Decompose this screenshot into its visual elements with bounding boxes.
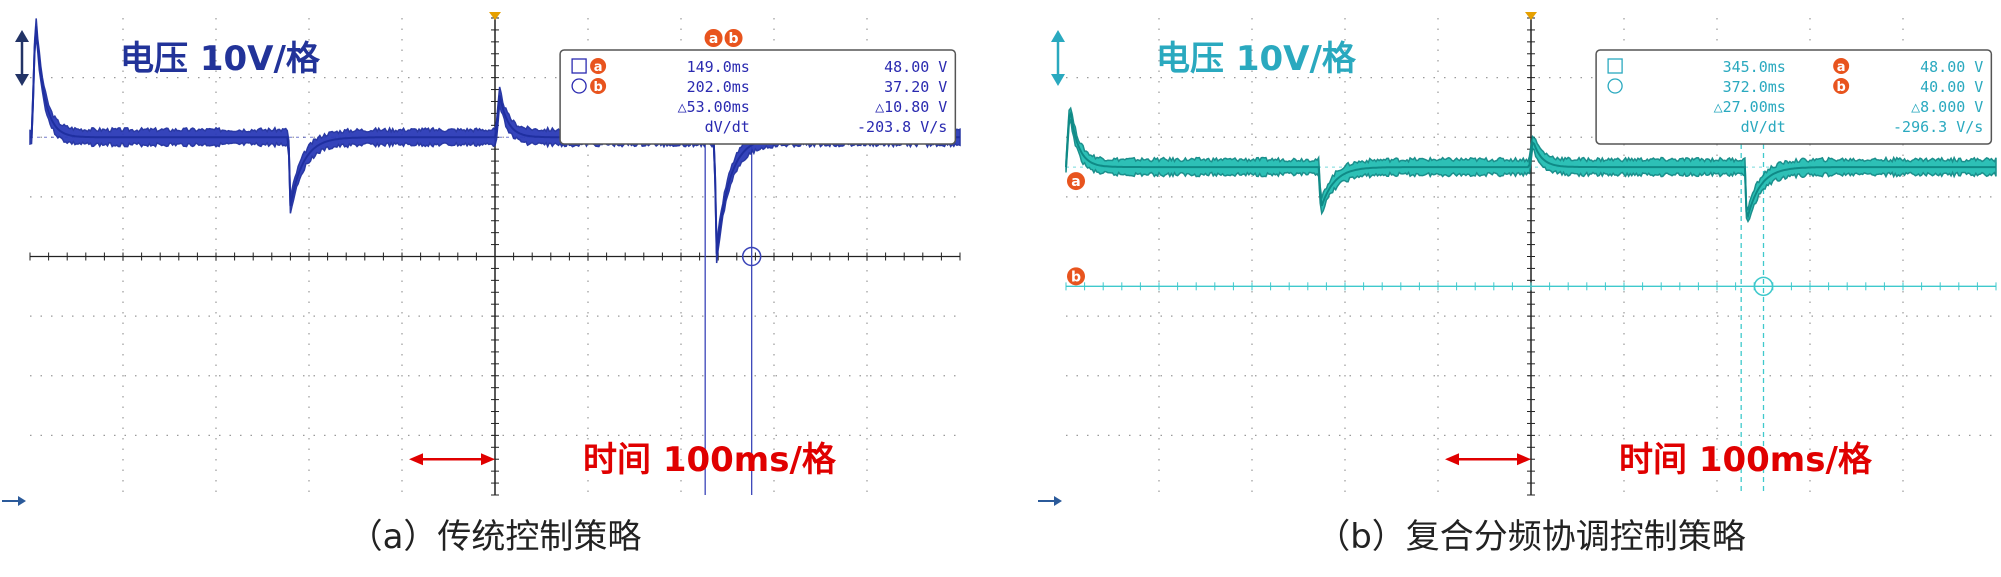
voltage-waveform-line [1065, 110, 1996, 220]
volt-scale-label: 电压 10V/格 [1156, 39, 1357, 79]
time-scale-label: 时间 100ms/格 [1619, 440, 1873, 480]
readout-badge-a [590, 58, 607, 74]
readout-time-2: △27.00ms [1714, 98, 1786, 116]
readout-value-3: -203.8 V/s [857, 118, 947, 136]
readout-badge-letter: a [594, 60, 603, 75]
arrow-up-icon [15, 30, 29, 42]
readout-badge-a [1833, 58, 1850, 74]
marker-b-badge [724, 29, 743, 47]
cursor-b-circle-icon [571, 78, 587, 94]
arrow-right-icon [1517, 453, 1531, 466]
readout-value-2: △10.80 V [875, 98, 947, 116]
trigger-marker-icon [1525, 12, 1537, 20]
cursor-b-circle-icon [1607, 78, 1623, 94]
marker-b-badge-letter: b [729, 31, 739, 47]
readout-value-1: 37.20 V [884, 78, 947, 96]
trigger-marker-icon [489, 12, 501, 20]
voltage-waveform-band [1065, 106, 1997, 223]
readout-value-2: △8.000 V [1911, 98, 1983, 116]
arrow-left-icon [409, 453, 423, 466]
readout-value-0: 48.00 V [884, 58, 947, 76]
marker-a-badge-letter: a [1071, 174, 1080, 190]
marker-b-badge-letter: b [1071, 269, 1081, 285]
voltage-waveform-band [29, 18, 961, 264]
panel-caption: （a）传统控制策略 [349, 517, 642, 557]
readout-time-1: 372.0ms [1723, 78, 1786, 96]
time-scale-label: 时间 100ms/格 [583, 440, 837, 480]
cursor-readout-box: 345.0ms 48.00 V 372.0ms 40.00 V △27.00ms △8.0… [1595, 49, 1993, 145]
readout-badge-b [1833, 78, 1850, 94]
arrow-left-icon [1445, 453, 1459, 466]
readout-time-3: dV/dt [705, 118, 750, 136]
arrow-up-icon [1051, 30, 1065, 42]
readout-badge-letter: b [1836, 80, 1845, 95]
readout-value-0: 48.00 V [1920, 58, 1983, 76]
marker-a-badge [1067, 172, 1085, 191]
ground-arrow-head-icon [1054, 496, 1062, 506]
readout-frame [559, 49, 957, 145]
cursor-readout-box: 149.0ms 48.00 V 202.0ms 37.20 V △53.00ms △10.… [559, 49, 957, 145]
readout-badge-letter: b [593, 80, 602, 95]
ground-arrow-head-icon [18, 496, 26, 506]
arrow-down-icon [15, 74, 29, 86]
cursor-crosshair [1753, 276, 1774, 297]
readout-time-2: △53.00ms [678, 98, 750, 116]
cursor-a-square-icon [571, 58, 587, 74]
readout-value-3: -296.3 V/s [1893, 118, 1983, 136]
arrow-down-icon [1051, 74, 1065, 86]
readout-time-0: 149.0ms [687, 58, 750, 76]
marker-b-badge [1067, 267, 1085, 286]
readout-value-1: 40.00 V [1920, 78, 1983, 96]
readout-time-1: 202.0ms [687, 78, 750, 96]
cursor-crosshair [741, 246, 762, 267]
volt-scale-label: 电压 10V/格 [120, 39, 321, 79]
marker-a-badge-letter: a [709, 31, 718, 47]
readout-time-3: dV/dt [1741, 118, 1786, 136]
marker-a-badge [704, 29, 723, 47]
panel-caption: （b）复合分频协调控制策略 [1316, 517, 1746, 557]
readout-badge-letter: a [1837, 60, 1846, 75]
readout-frame [1595, 49, 1993, 145]
arrow-right-icon [481, 453, 495, 466]
readout-time-0: 345.0ms [1723, 58, 1786, 76]
cursor-a-square-icon [1607, 58, 1623, 74]
readout-badge-b [590, 78, 607, 94]
